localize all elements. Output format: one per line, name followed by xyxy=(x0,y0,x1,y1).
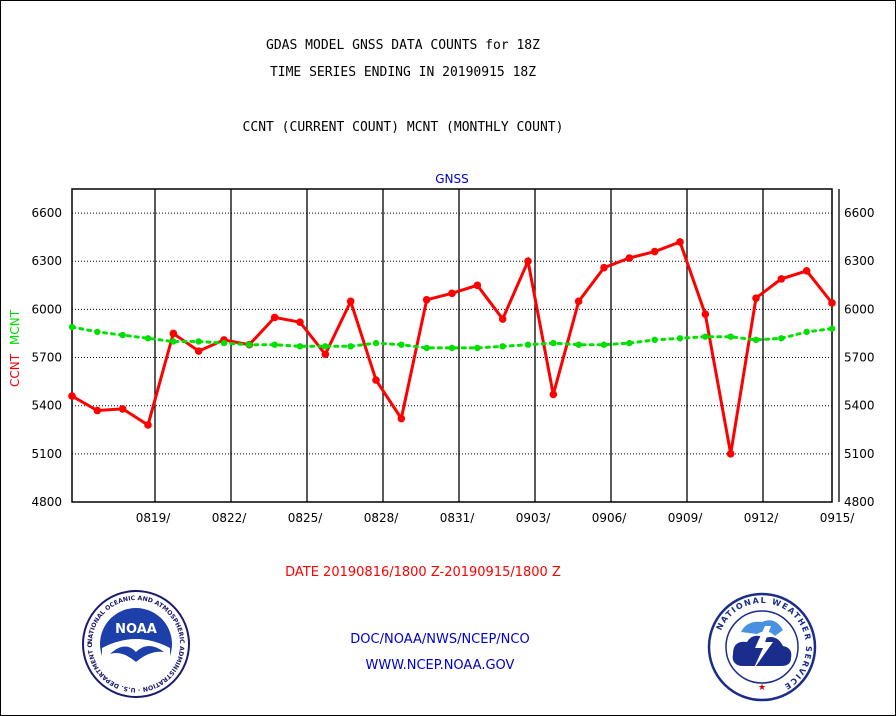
point-ccnt xyxy=(625,254,634,262)
point-mcnt xyxy=(499,343,506,350)
y-tick-label-left: 6600 xyxy=(31,206,62,220)
point-mcnt xyxy=(220,339,228,347)
y-tick-label-left: 6000 xyxy=(31,302,62,316)
point-mcnt xyxy=(752,336,760,344)
plot-frame xyxy=(71,188,833,503)
chart-title-line1: GDAS MODEL GNSS DATA COUNTS for 18Z xyxy=(266,38,540,53)
x-tick-label: 0819/ xyxy=(136,511,172,525)
chart-title-line2: TIME SERIES ENDING IN 20190915 18Z xyxy=(269,65,537,80)
nws-logo: ★ NATIONAL WEATHER SERVICE xyxy=(707,592,817,702)
y-tick-label-right: 6000 xyxy=(844,302,875,316)
x-tick-label: 0906/ xyxy=(592,511,628,525)
point-mcnt xyxy=(600,341,608,348)
point-mcnt xyxy=(626,339,633,347)
point-ccnt xyxy=(600,263,608,272)
point-mcnt xyxy=(296,343,304,350)
point-ccnt xyxy=(169,329,178,338)
point-mcnt xyxy=(575,341,582,348)
point-ccnt xyxy=(194,347,203,355)
point-mcnt xyxy=(347,343,354,350)
point-ccnt xyxy=(346,297,355,306)
point-ccnt xyxy=(270,313,279,322)
y-axis-label-mcnt: MCNT xyxy=(8,309,22,345)
x-tick-label: 0909/ xyxy=(668,511,704,525)
point-ccnt xyxy=(802,267,811,275)
point-mcnt xyxy=(195,338,202,345)
point-mcnt xyxy=(651,336,658,344)
point-ccnt xyxy=(321,350,330,359)
point-ccnt xyxy=(726,450,735,458)
point-mcnt xyxy=(322,343,329,350)
x-tick-label: 0828/ xyxy=(364,511,400,525)
point-ccnt xyxy=(144,421,152,429)
point-mcnt xyxy=(144,335,152,342)
point-ccnt xyxy=(777,275,786,283)
point-ccnt xyxy=(93,406,102,415)
website-label: WWW.NCEP.NOAA.GOV xyxy=(365,658,515,673)
point-mcnt xyxy=(778,335,785,342)
point-mcnt xyxy=(803,328,810,336)
point-mcnt xyxy=(448,344,456,352)
point-mcnt xyxy=(423,344,430,352)
point-ccnt xyxy=(296,318,304,327)
y-tick-label-right: 4800 xyxy=(844,495,875,509)
point-ccnt xyxy=(524,257,532,266)
point-ccnt xyxy=(574,297,583,306)
point-mcnt xyxy=(398,341,405,348)
x-tick-label: 0831/ xyxy=(440,511,476,525)
point-ccnt xyxy=(473,281,482,290)
point-mcnt xyxy=(68,323,76,331)
agency-path-label: DOC/NOAA/NWS/NCEP/NCO xyxy=(350,632,530,647)
y-tick-label-right: 5400 xyxy=(844,399,875,413)
point-mcnt xyxy=(170,338,177,345)
y-tick-label-left: 6300 xyxy=(31,254,62,268)
x-tick-label: 0903/ xyxy=(516,511,552,525)
point-mcnt xyxy=(372,339,380,347)
x-tick-label: 0822/ xyxy=(212,511,248,525)
point-ccnt xyxy=(549,390,558,399)
y-tick-label-left: 4800 xyxy=(31,495,62,509)
point-ccnt xyxy=(68,392,76,400)
point-mcnt xyxy=(474,344,481,352)
point-mcnt xyxy=(676,335,684,342)
y-tick-label-left: 5100 xyxy=(31,447,62,461)
point-ccnt xyxy=(397,414,406,423)
y-tick-label-left: 5400 xyxy=(31,399,62,413)
point-ccnt xyxy=(448,289,456,298)
point-ccnt xyxy=(118,405,127,413)
y-tick-label-right: 6300 xyxy=(844,254,875,268)
point-ccnt xyxy=(752,294,760,302)
point-ccnt xyxy=(701,310,710,319)
x-tick-label: 0915/ xyxy=(820,511,856,525)
point-mcnt xyxy=(550,339,557,347)
point-mcnt xyxy=(524,341,532,348)
point-ccnt xyxy=(498,315,507,323)
y-tick-label-right: 6600 xyxy=(844,206,875,220)
point-mcnt xyxy=(828,325,836,332)
series-legend-line: CCNT (CURRENT COUNT) MCNT (MONTHLY COUNT… xyxy=(242,120,564,135)
noaa-logo: NOAA NATIONAL OCEANIC AND ATMOSPHERIC AD… xyxy=(80,588,190,698)
panel-title: GNSS xyxy=(435,172,469,186)
point-mcnt xyxy=(727,333,734,340)
y-tick-label-right: 5100 xyxy=(844,447,875,461)
x-tick-label: 0912/ xyxy=(744,511,780,525)
point-mcnt xyxy=(119,331,126,339)
point-ccnt xyxy=(372,376,380,384)
y-tick-label-left: 5700 xyxy=(31,351,62,365)
point-ccnt xyxy=(422,295,431,304)
point-mcnt xyxy=(246,341,253,348)
point-mcnt xyxy=(94,328,101,336)
x-tick-label: 0825/ xyxy=(288,511,324,525)
point-ccnt xyxy=(676,238,684,246)
noaa-logo-text: NOAA xyxy=(115,622,157,637)
y-axis-label-ccnt: CCNT xyxy=(8,353,22,387)
chart-svg: GNSS CCNT MCNT 4800 4800 5100 5100 5400 5400 5… xyxy=(8,172,875,525)
point-ccnt xyxy=(828,299,836,307)
y-tick-label-right: 5700 xyxy=(844,351,875,365)
date-range-label: DATE 20190816/1800 Z-20190915/1800 Z xyxy=(285,565,561,580)
point-mcnt xyxy=(702,333,709,340)
nws-star-icon: ★ xyxy=(758,683,766,693)
point-mcnt xyxy=(271,341,278,348)
point-ccnt xyxy=(650,247,659,256)
